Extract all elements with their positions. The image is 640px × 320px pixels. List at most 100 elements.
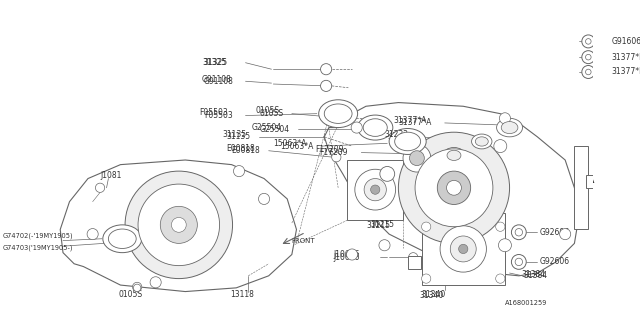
Circle shape (408, 253, 418, 262)
Text: 31135: 31135 (226, 132, 250, 141)
Circle shape (515, 258, 522, 266)
Circle shape (343, 114, 352, 123)
Text: 15063*A: 15063*A (273, 139, 307, 148)
Circle shape (447, 180, 461, 195)
Circle shape (582, 35, 595, 48)
Ellipse shape (501, 122, 518, 133)
Text: 31135: 31135 (222, 130, 246, 139)
Circle shape (586, 54, 591, 60)
Circle shape (422, 222, 431, 231)
Circle shape (403, 144, 431, 172)
Circle shape (125, 171, 232, 279)
Circle shape (371, 185, 380, 194)
Bar (408, 256, 420, 269)
Text: E00818: E00818 (226, 144, 255, 153)
Circle shape (494, 140, 507, 153)
Text: J10686: J10686 (333, 250, 360, 259)
Circle shape (459, 244, 468, 253)
Text: E00818: E00818 (232, 146, 260, 155)
Circle shape (138, 184, 220, 266)
Text: F05503: F05503 (199, 108, 228, 117)
Ellipse shape (472, 134, 492, 149)
Circle shape (422, 274, 431, 283)
Circle shape (87, 228, 98, 240)
Text: 31340: 31340 (422, 290, 446, 299)
Circle shape (415, 149, 493, 227)
Circle shape (437, 171, 470, 204)
Text: 15063*A: 15063*A (280, 142, 313, 151)
Circle shape (332, 153, 341, 162)
Text: A: A (412, 260, 417, 266)
Text: G74702(-'19MY1905): G74702(-'19MY1905) (3, 233, 74, 239)
Text: 31325: 31325 (202, 58, 226, 67)
Circle shape (495, 274, 505, 283)
Circle shape (364, 179, 387, 201)
Circle shape (499, 113, 511, 124)
Text: 31215: 31215 (367, 221, 391, 230)
Ellipse shape (319, 100, 358, 128)
Ellipse shape (358, 115, 393, 140)
Ellipse shape (497, 118, 522, 137)
Circle shape (582, 66, 595, 78)
Circle shape (440, 226, 486, 272)
Circle shape (355, 169, 396, 210)
Circle shape (380, 166, 395, 181)
Circle shape (410, 151, 424, 165)
Text: 0105S: 0105S (118, 290, 143, 299)
Circle shape (582, 51, 595, 64)
Ellipse shape (108, 229, 136, 248)
Circle shape (451, 236, 476, 262)
Text: F17209: F17209 (319, 148, 348, 157)
Text: G91606: G91606 (611, 37, 640, 46)
Circle shape (511, 225, 526, 240)
Text: FRONT: FRONT (292, 238, 316, 244)
Ellipse shape (103, 225, 141, 253)
Bar (422, 213, 505, 285)
Circle shape (559, 228, 571, 240)
Bar (586, 175, 598, 188)
Ellipse shape (476, 137, 488, 146)
Circle shape (351, 122, 362, 133)
Bar (575, 146, 588, 229)
Text: 31377*B: 31377*B (611, 68, 640, 76)
Text: 0105S: 0105S (259, 109, 284, 118)
Text: 31384: 31384 (524, 271, 548, 280)
Circle shape (234, 165, 244, 177)
Text: 31340: 31340 (420, 291, 444, 300)
Text: 31232: 31232 (387, 132, 412, 141)
Text: G91108: G91108 (204, 77, 234, 86)
Text: G92606: G92606 (540, 257, 570, 267)
Circle shape (321, 64, 332, 75)
Circle shape (586, 69, 591, 75)
Text: 31377*A: 31377*A (398, 118, 432, 127)
Text: 31232: 31232 (385, 130, 408, 139)
Text: J1081: J1081 (100, 171, 122, 180)
Text: G25504: G25504 (259, 125, 289, 134)
Circle shape (321, 80, 332, 92)
Text: G92606: G92606 (540, 228, 570, 237)
Text: 31377*A: 31377*A (394, 116, 427, 125)
Bar (348, 160, 403, 220)
Circle shape (160, 206, 197, 244)
Text: 31384: 31384 (522, 270, 546, 279)
Text: J10686: J10686 (333, 253, 360, 262)
Ellipse shape (443, 148, 465, 163)
Ellipse shape (363, 119, 387, 136)
Circle shape (259, 193, 269, 204)
Text: G91108: G91108 (202, 75, 232, 84)
Text: G25504: G25504 (252, 123, 282, 132)
Text: 31325: 31325 (204, 58, 228, 67)
Text: G74703('19MY1905-): G74703('19MY1905-) (3, 245, 73, 251)
Circle shape (511, 254, 526, 269)
Circle shape (346, 249, 358, 260)
Circle shape (172, 218, 186, 232)
Circle shape (398, 132, 509, 244)
Circle shape (586, 39, 591, 44)
Text: A168001259: A168001259 (505, 300, 547, 306)
Circle shape (150, 277, 161, 288)
Polygon shape (60, 160, 296, 292)
Ellipse shape (389, 129, 426, 155)
Circle shape (515, 228, 522, 236)
Text: 13118: 13118 (230, 290, 253, 299)
Text: F17209: F17209 (315, 145, 344, 154)
